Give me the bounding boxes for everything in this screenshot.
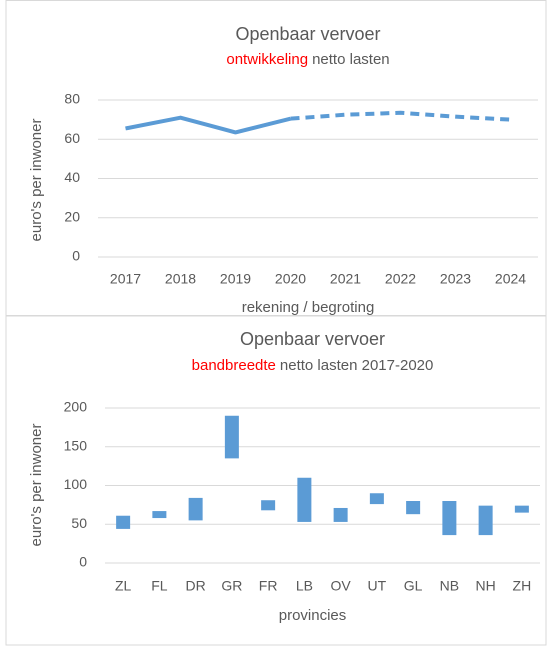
range-bar: [152, 511, 167, 519]
chart-title: Openbaar vervoer: [235, 24, 380, 44]
x-tick-label: 2024: [495, 271, 526, 287]
x-tick-label: 2023: [440, 271, 471, 287]
y-axis-label: euro's per inwoner: [28, 424, 45, 547]
line-series: [290, 110, 511, 122]
y-tick-label: 80: [64, 91, 80, 107]
line-series: [125, 115, 291, 135]
chart-subtitle: ontwikkeling netto lasten: [226, 51, 389, 68]
x-tick-label: 2020: [275, 271, 306, 287]
x-tick-label: FR: [259, 578, 278, 594]
x-tick-label: GR: [221, 578, 242, 594]
range-bar: [116, 515, 131, 529]
y-tick-label: 200: [64, 399, 88, 415]
range-bar: [297, 477, 312, 522]
y-tick-label: 100: [64, 476, 88, 492]
chart-frame: [5, 315, 547, 646]
x-tick-label: ZL: [115, 578, 132, 594]
y-tick-label: 0: [79, 554, 87, 570]
subtitle-text: netto lasten: [312, 51, 390, 68]
subtitle-text: netto lasten 2017-2020: [280, 357, 433, 374]
range-bar: [514, 505, 529, 513]
range-bar: [478, 505, 493, 536]
chart-title: Openbaar vervoer: [240, 329, 385, 349]
range-bar: [333, 507, 348, 522]
x-tick-label: OV: [331, 578, 352, 594]
x-tick-label: 2019: [220, 271, 251, 287]
chart-subtitle: bandbreedte netto lasten 2017-2020: [192, 357, 434, 374]
x-tick-label: NB: [440, 578, 459, 594]
y-tick-label: 20: [64, 208, 80, 224]
range-bar: [406, 501, 421, 515]
chart-frame: [5, 0, 547, 316]
x-tick-label: 2022: [385, 271, 416, 287]
y-tick-label: 50: [71, 515, 87, 531]
y-tick-label: 40: [64, 169, 80, 185]
range-bar: [261, 500, 276, 511]
x-tick-label: 2021: [330, 271, 361, 287]
range-bar: [369, 493, 384, 505]
x-axis-label: rekening / begroting: [242, 299, 375, 316]
y-tick-label: 0: [72, 248, 80, 264]
y-axis-label: euro's per inwoner: [28, 119, 45, 242]
subtitle-highlight: ontwikkeling: [226, 51, 308, 68]
subtitle-highlight: bandbreedte: [192, 357, 276, 374]
range-bar: [188, 497, 203, 521]
x-tick-label: 2017: [110, 271, 141, 287]
x-tick-label: 2018: [165, 271, 196, 287]
y-tick-label: 60: [64, 130, 80, 146]
x-tick-label: FL: [151, 578, 168, 594]
x-tick-label: DR: [186, 578, 206, 594]
x-axis-label: provincies: [279, 607, 347, 624]
x-tick-label: GL: [404, 578, 423, 594]
x-tick-label: UT: [368, 578, 387, 594]
range-bar: [442, 501, 457, 536]
range-bar: [224, 415, 239, 459]
y-tick-label: 150: [64, 437, 88, 453]
x-tick-label: NH: [476, 578, 496, 594]
x-tick-label: LB: [296, 578, 313, 594]
x-tick-label: ZH: [513, 578, 532, 594]
